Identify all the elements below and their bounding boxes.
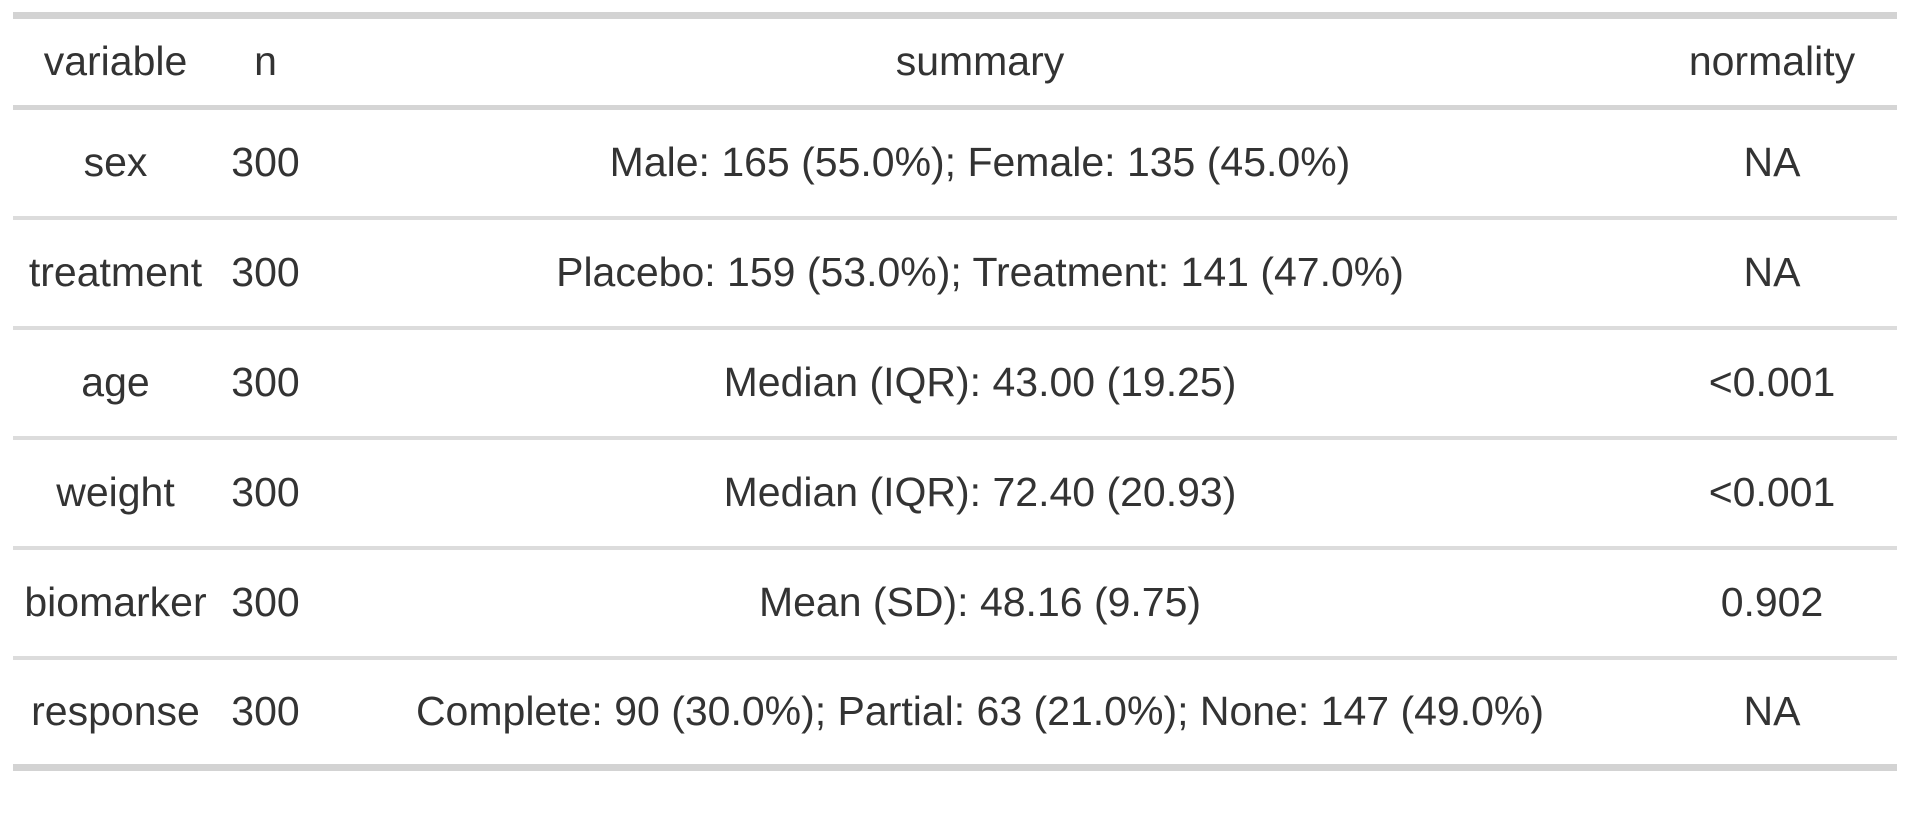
cell-summary: Median (IQR): 43.00 (19.25) xyxy=(313,327,1647,440)
cell-summary: Male: 165 (55.0%); Female: 135 (45.0%) xyxy=(313,107,1647,220)
cell-variable: weight xyxy=(13,437,218,550)
cell-summary: Mean (SD): 48.16 (9.75) xyxy=(313,547,1647,660)
cell-summary: Complete: 90 (30.0%); Partial: 63 (21.0%… xyxy=(415,688,1545,735)
cell-normality: <0.001 xyxy=(1647,327,1897,440)
table-row: biomarker 300 Mean (SD): 48.16 (9.75) 0.902 xyxy=(13,547,1897,660)
cell-normality: NA xyxy=(1743,688,1801,735)
cell-variable: response xyxy=(31,688,200,735)
cell-n: 300 xyxy=(218,217,313,330)
cell-n: 300 xyxy=(231,688,300,735)
table-row: age 300 Median (IQR): 43.00 (19.25) <0.001 xyxy=(13,327,1897,440)
cell-variable: treatment xyxy=(13,217,218,330)
table-row: weight 300 Median (IQR): 72.40 (20.93) <0.0… xyxy=(13,437,1897,550)
cell-variable: age xyxy=(13,327,218,440)
cell-n: 300 xyxy=(218,107,313,220)
cell-normality: NA xyxy=(1647,217,1897,330)
cell-normality: <0.001 xyxy=(1647,437,1897,550)
cell-variable: biomarker xyxy=(13,547,218,660)
table-body: sex 300 Male: 165 (55.0%); Female: 135 (45… xyxy=(13,107,1897,768)
header-row: variable n summary normality xyxy=(13,15,1897,110)
column-header-n: n xyxy=(218,15,313,110)
cell-variable: sex xyxy=(13,107,218,220)
table-row: sex 300 Male: 165 (55.0%); Female: 135 (45… xyxy=(13,107,1897,220)
table-row: treatment 300 Placebo: 159 (53.0%); Treatm… xyxy=(13,217,1897,330)
summary-statistics-table: variable n summary normality sex 300 Male: 16… xyxy=(13,12,1897,771)
table-header: variable n summary normality xyxy=(13,15,1897,110)
column-header-variable: variable xyxy=(13,15,218,110)
cell-normality: NA xyxy=(1647,107,1897,220)
cell-n: 300 xyxy=(218,437,313,550)
cell-n: 300 xyxy=(218,547,313,660)
cell-summary: Placebo: 159 (53.0%); Treatment: 141 (47… xyxy=(313,217,1647,330)
column-header-normality: normality xyxy=(1647,15,1897,110)
cell-summary: Median (IQR): 72.40 (20.93) xyxy=(313,437,1647,550)
cell-n: 300 xyxy=(218,327,313,440)
cell-normality: 0.902 xyxy=(1647,547,1897,660)
table-row: response 300 Complete: 90 (30.0%); Partial… xyxy=(13,658,1897,768)
column-header-summary: summary xyxy=(313,15,1647,110)
